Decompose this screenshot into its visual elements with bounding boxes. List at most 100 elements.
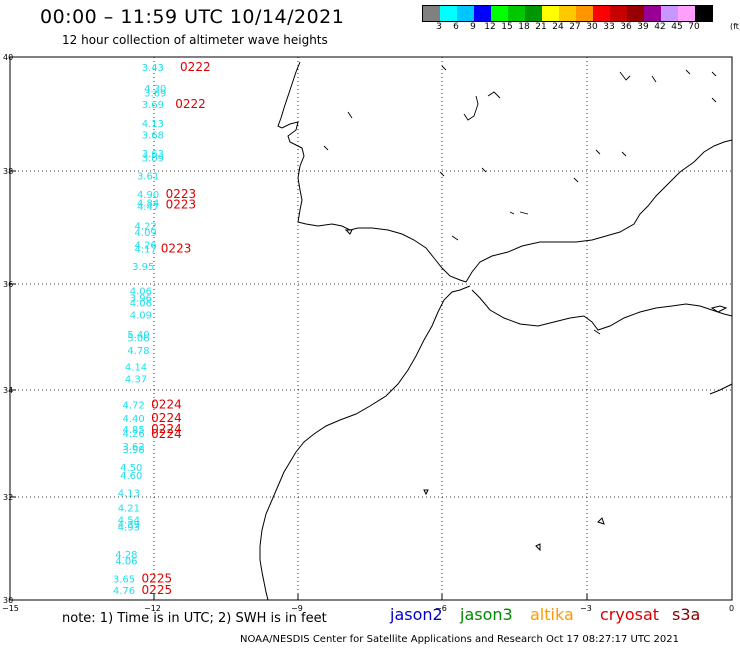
map-subtitle: 12 hour collection of altimeter wave hei… [62,33,328,47]
swh-value: 4.37 [125,374,147,385]
pass-time-label: 0222 [180,60,211,74]
pass-time-label: 0223 [166,187,197,201]
island-4 [535,543,541,552]
swh-value: 4.60 [120,471,142,482]
swh-value: 3.69 [142,100,164,111]
colorbar-tick-label: 36 [620,22,632,32]
swh-value: 4.85 [123,425,145,436]
legend-jason2: jason2 [390,605,443,624]
swh-value: 4.54 [118,516,140,527]
swh-value: 4.78 [127,346,149,357]
swh-value: 3.09 [142,153,164,164]
inland-features [323,65,717,335]
swh-value: 3.43 [142,63,164,74]
lat-label-40: 40 [3,53,13,62]
colorbar-cell [610,6,627,21]
colorbar-cell [457,6,474,21]
colorbar-tick-label: 3 [436,22,442,32]
colorbar-tick-label: 24 [552,22,564,32]
swh-value: 3.95 [132,262,154,273]
colorbar-tick-label: 15 [501,22,513,32]
swh-value: 5.40 [127,330,149,341]
map-title: 00:00 – 11:59 UTC 10/14/2021 [40,6,345,28]
pass-time-label: 0222 [175,97,206,111]
lon-label-9: −9 [291,604,303,613]
coastline-spain-south [465,139,733,283]
colorbar-tick-label: 30 [586,22,598,32]
island-2 [710,305,728,313]
swh-value: 3.61 [137,171,159,182]
legend-altika: altika [530,605,574,624]
colorbar-cell [525,6,542,21]
footer-credit: NOAA/NESDIS Center for Satellite Applica… [240,634,679,645]
colorbar-cell [542,6,559,21]
swh-value: 4.09 [130,310,152,321]
colorbar-tick-label: 33 [603,22,615,32]
swh-value: 4.30 [144,84,166,95]
colorbar-tick-label: 12 [484,22,496,32]
coastline [259,61,733,601]
swh-value: 3.98 [123,445,145,456]
colorbar-tick-label: 39 [637,22,649,32]
swh-value: 4.93 [118,523,140,534]
lat-label-34: 34 [3,386,13,395]
swh-value: 4.90 [137,190,159,201]
swh-value-layer: 3.434.303.693.694.133.683.633.093.614.90… [113,63,167,597]
footer-note: note: 1) Time is in UTC; 2) SWH is in fe… [62,611,327,626]
island-6 [344,229,353,235]
graticule [10,57,732,600]
colorbar-cell [593,6,610,21]
colorbar-cell [559,6,576,21]
lon-label-15: −15 [2,604,19,613]
lat-label-36: 36 [3,280,13,289]
colorbar-tick-label: 9 [470,22,476,32]
swh-value: 4.28 [115,550,137,561]
swh-value: 4.26 [135,240,157,251]
colorbar-tick-label: 45 [671,22,683,32]
swh-value: 5.06 [127,334,149,345]
colorbar-unit: (ft) [730,22,740,31]
island-1 [709,383,733,395]
swh-value: 3.62 [123,442,145,453]
lon-label-3: −3 [580,604,592,613]
swh-value: 4.39 [118,520,140,531]
legend-jason3: jason3 [460,605,513,624]
swh-value: 4.84 [137,199,159,210]
swh-value: 4.26 [123,429,145,440]
swh-value: 4.14 [125,363,147,374]
colorbar-tick-label: 27 [569,22,581,32]
colorbar-cell [576,6,593,21]
colorbar-labels: 3 6 9 12 15 18 21 24 27 30 33 36 39 42 45 70 [422,22,740,34]
pass-time-label: 0223 [166,198,197,212]
lon-label-12: −12 [144,604,161,613]
wave-height-colorbar [422,5,713,22]
pass-time-label: 0224 [151,411,182,425]
swh-value: 4.06 [115,556,137,567]
swh-value: 4.13 [142,119,164,130]
swh-value: 4.22 [135,221,157,232]
legend-cryosat: cryosat [600,605,660,624]
colorbar-cell [423,6,440,21]
colorbar-tick-label: 6 [453,22,459,32]
swh-value: 3.65 [113,574,135,585]
swh-value: 4.13 [118,488,140,499]
colorbar-cell [678,6,695,21]
colorbar-cell [474,6,491,21]
pass-time-label: 0224 [151,398,182,412]
swh-value: 3.69 [144,88,166,99]
pass-time-label: 0225 [142,571,173,585]
pass-label-layer: 0222022202230223022302240224022402240225… [142,60,211,597]
colorbar-cell [644,6,661,21]
coastline-portugal [277,61,467,283]
swh-value: 4.09 [135,228,157,239]
colorbar-cell [440,6,457,21]
colorbar-tick-label: 70 [688,22,700,32]
island-3 [597,517,605,525]
island-5 [423,489,429,496]
swh-value: 3.96 [130,294,152,305]
lat-label-38: 38 [3,167,13,176]
swh-value: 4.72 [123,401,145,412]
lat-label-32: 32 [3,493,13,502]
colorbar-cell [491,6,508,21]
